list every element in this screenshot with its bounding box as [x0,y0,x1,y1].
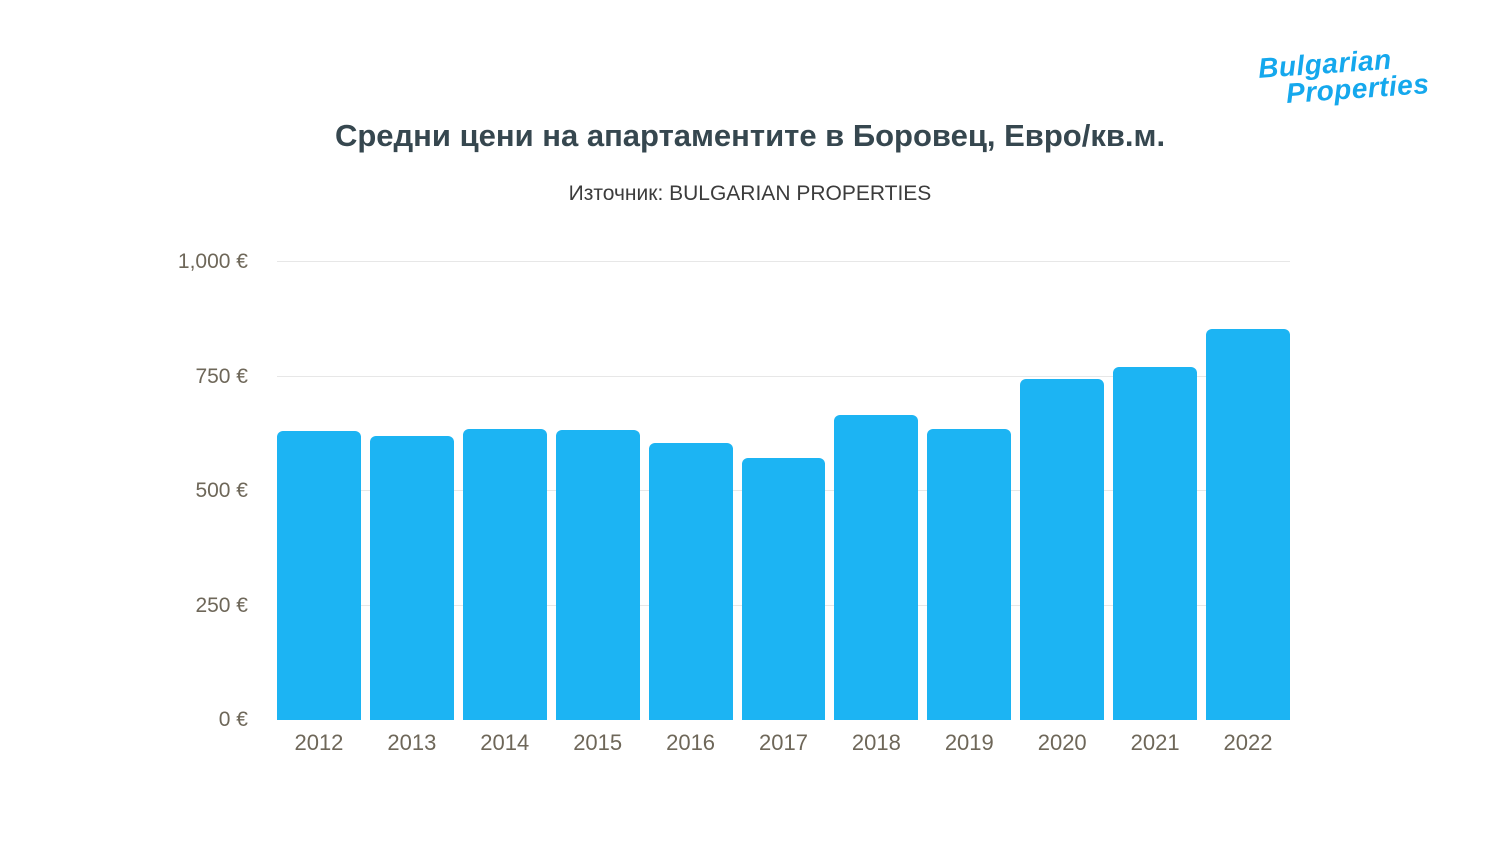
gridline [277,261,1290,262]
bar-2017 [741,458,826,720]
gridline [277,375,1290,377]
logo-line2: Properties [1284,67,1430,109]
bulgarian-properties-logo: Bulgarian Properties [1257,44,1430,109]
plot-area [277,261,1290,720]
x-axis-labels: 2012 2013 2014 2015 2016 2017 2018 2019 2020 2021… [277,730,1290,756]
y-tick-label: 1,000 € [177,250,248,273]
y-tick-label: 500 € [195,479,248,502]
chart-subtitle: Източник: BULGARIAN PROPERTIES [568,182,932,205]
bar-2014 [462,428,547,720]
bar-2016 [648,442,733,720]
x-tick-label: 2013 [387,730,437,755]
x-tick-label: 2016 [666,730,716,755]
x-tick-label: 2017 [759,730,808,755]
x-tick-label: 2018 [851,730,901,755]
chart-title: Средни цени на апартаментите в Боровец, … [334,118,1166,153]
x-tick-label: 2015 [573,730,623,755]
bar-series [277,262,1290,720]
y-tick-label: 250 € [195,593,248,617]
x-tick-label: 2021 [1130,730,1180,755]
x-tick-label: 2014 [480,730,530,755]
bar-2015 [555,430,640,720]
y-axis: 0 € 250 € 500 € 750 € 1,000 € [0,250,262,731]
y-tick-label: 750 € [195,364,248,388]
bar-2020 [1020,378,1105,720]
x-tick-label: 2022 [1223,730,1273,755]
x-tick-label: 2019 [944,730,994,755]
x-tick-label: 2020 [1037,730,1087,755]
bar-2013 [369,436,454,720]
bar-2021 [1113,367,1198,720]
y-tick-label: 0 € [218,708,248,731]
x-tick-label: 2012 [294,730,344,755]
bar-2018 [834,415,919,720]
bar-2012 [277,431,361,720]
bar-2022 [1206,328,1290,720]
bar-2019 [927,429,1012,720]
